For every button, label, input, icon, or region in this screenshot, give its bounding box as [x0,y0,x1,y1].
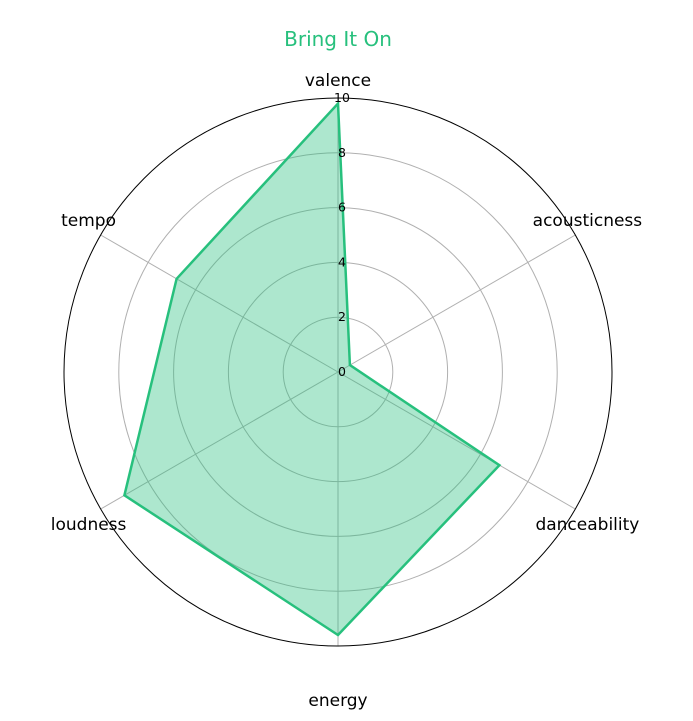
outer-frame [63,97,613,647]
axis-label-energy: energy [308,691,367,711]
tick-label-2: 2 [338,309,346,324]
axis-label-loudness: loudness [51,515,127,535]
chart-title: Bring It On [284,27,392,51]
series-layer [122,100,502,637]
tick-label-8: 8 [338,145,346,160]
tick-label-10: 10 [334,90,350,105]
tick-label-4: 4 [338,254,346,269]
axis-labels: valence acousticness danceability energy lou… [51,71,643,711]
axis-label-valence: valence [305,71,371,91]
spoke-loudness [100,371,339,510]
spoke-acousticness [337,234,576,373]
spoke-danceability [337,371,576,510]
spoke-tempo [100,234,339,373]
series-polygon [122,100,502,637]
tick-label-6: 6 [338,200,346,215]
grid [63,97,613,647]
radial-ticks: 0 2 4 6 8 10 [334,90,350,379]
tick-label-0: 0 [338,364,346,379]
axis-label-tempo: tempo [61,211,116,231]
axis-label-danceability: danceability [535,515,639,535]
axis-label-acousticness: acousticness [533,211,643,231]
